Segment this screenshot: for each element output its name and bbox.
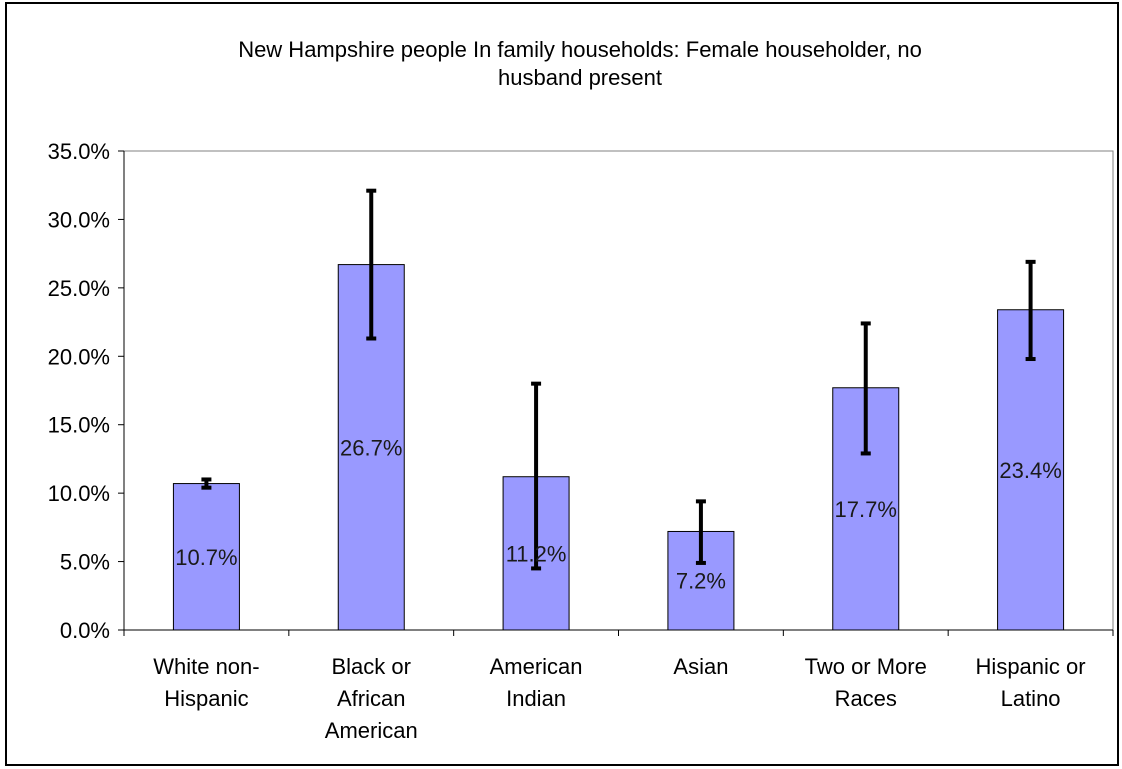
category-label: Black or (332, 654, 411, 679)
chart-title: New Hampshire people In family household… (0, 36, 1122, 92)
data-label: 23.4% (999, 458, 1061, 483)
bar (832, 387, 900, 631)
category-label: African (337, 686, 405, 711)
y-tick-label: 10.0% (48, 481, 110, 506)
y-tick-label: 20.0% (48, 344, 110, 369)
bar (172, 483, 240, 631)
data-label: 7.2% (676, 569, 726, 594)
y-tick-label: 30.0% (48, 207, 110, 232)
data-label: 11.2% (506, 541, 567, 566)
y-tick-label: 5.0% (60, 550, 110, 575)
category-label: American (325, 718, 418, 743)
y-tick-label: 0.0% (60, 618, 110, 643)
data-label: 17.7% (835, 497, 897, 522)
bar (997, 309, 1065, 631)
category-label: American (490, 654, 583, 679)
y-tick-label: 35.0% (48, 139, 110, 164)
category-label: Hispanic (164, 686, 248, 711)
y-tick-label: 25.0% (48, 276, 110, 301)
bar (337, 264, 405, 631)
chart-frame (5, 2, 1119, 766)
chart-title-line-2: husband present (498, 65, 662, 90)
category-label: Races (835, 686, 897, 711)
y-tick-label: 15.0% (48, 413, 110, 438)
category-label: Two or More (805, 654, 927, 679)
category-label: Asian (673, 654, 728, 679)
category-label: Hispanic or (976, 654, 1086, 679)
category-label: Latino (1001, 686, 1061, 711)
data-label: 26.7% (340, 435, 402, 460)
plot-area (123, 150, 1114, 631)
chart-title-line-1: New Hampshire people In family household… (238, 37, 922, 62)
data-label: 10.7% (175, 545, 237, 570)
category-label: Indian (506, 686, 566, 711)
category-label: White non- (153, 654, 259, 679)
